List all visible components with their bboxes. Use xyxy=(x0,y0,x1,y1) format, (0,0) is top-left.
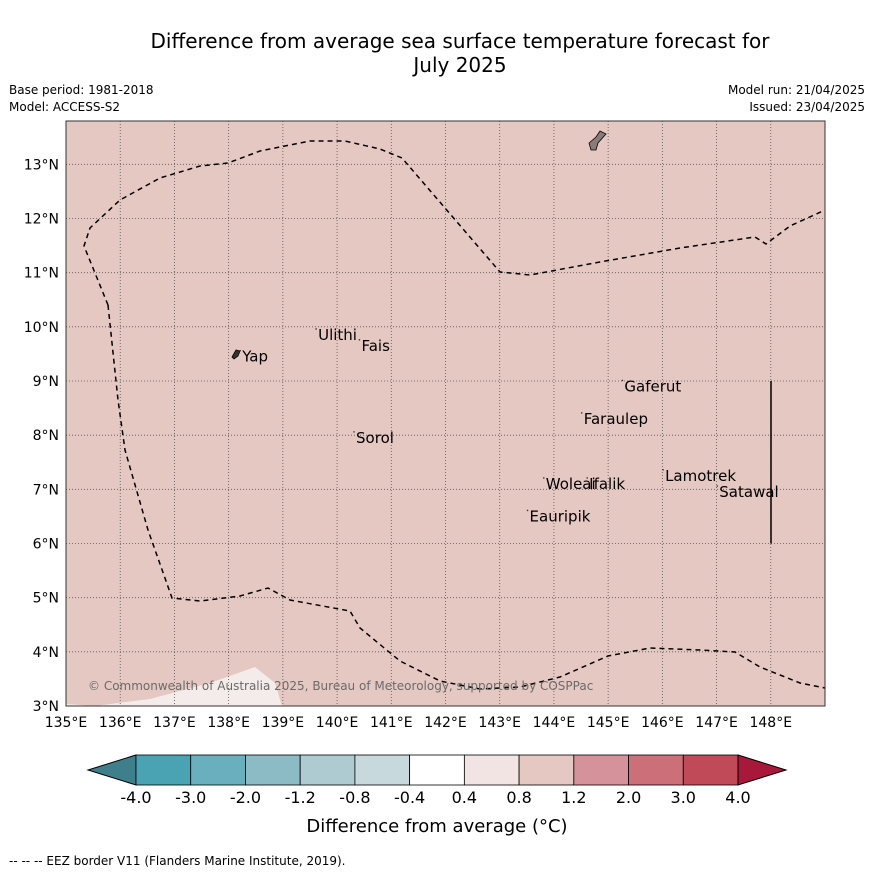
eez-footnote: -- -- -- EEZ border V11 (Flanders Marine… xyxy=(9,854,346,868)
model-run: Model run: 21/04/2025 xyxy=(727,83,865,97)
map-title-line1: Difference from average sea surface temp… xyxy=(150,29,770,53)
lon-tick-label: 138°E xyxy=(207,715,250,731)
lat-tick-label: 3°N xyxy=(33,699,59,715)
lat-tick-label: 13°N xyxy=(24,157,59,173)
colorbar-tick-label: 3.0 xyxy=(671,788,696,807)
colorbar-tick-label: -4.0 xyxy=(120,788,151,807)
atoll-marker xyxy=(315,328,317,330)
guam-island xyxy=(588,130,607,151)
lon-tick-label: 144°E xyxy=(533,715,576,731)
eez-border-north xyxy=(83,140,826,306)
lat-tick-label: 11°N xyxy=(24,266,59,282)
colorbar-bin xyxy=(190,754,246,786)
atoll-marker xyxy=(662,468,664,471)
place-label-gaferut: Gaferut xyxy=(624,377,681,395)
colorbar-bin xyxy=(573,754,629,786)
lon-tick-label: 148°E xyxy=(749,715,792,731)
atoll-marker xyxy=(239,349,241,352)
lat-tick-label: 4°N xyxy=(33,645,59,661)
colorbar-bin xyxy=(518,754,575,786)
place-label-woleai: Woleai xyxy=(546,475,596,493)
colorbar-tick-label: -2.0 xyxy=(230,788,261,807)
lon-tick-label: 139°E xyxy=(262,715,305,731)
lat-tick-label: 10°N xyxy=(24,320,59,336)
colorbar-bin xyxy=(354,754,411,786)
colorbar-tick-label: -0.8 xyxy=(339,788,370,807)
lon-tick-label: 145°E xyxy=(587,715,630,731)
colorbar-tick-label: 2.0 xyxy=(616,788,641,807)
map-frame xyxy=(65,120,826,707)
colorbar-bin xyxy=(682,754,739,786)
lon-tick-label: 135°E xyxy=(45,715,88,731)
atoll-marker xyxy=(621,379,624,382)
colorbar-tick-label: 0.8 xyxy=(506,788,531,807)
atoll-marker xyxy=(580,412,583,414)
colorbar-extend-low xyxy=(86,754,137,786)
lon-tick-label: 136°E xyxy=(99,715,142,731)
issued-date: Issued: 23/04/2025 xyxy=(749,100,865,114)
atoll-marker xyxy=(542,477,545,479)
place-label-faraulep: Faraulep xyxy=(584,410,648,428)
place-label-sorol: Sorol xyxy=(356,429,394,447)
atoll-marker xyxy=(586,477,588,479)
place-label-yap: Yap xyxy=(241,348,268,366)
lat-tick-label: 12°N xyxy=(24,212,59,228)
lon-tick-label: 143°E xyxy=(478,715,521,731)
lon-tick-label: 142°E xyxy=(424,715,467,731)
lon-tick-label: 146°E xyxy=(641,715,684,731)
model-name: Model: ACCESS-S2 xyxy=(9,100,121,114)
place-label-satawal: Satawal xyxy=(719,483,778,501)
lon-tick-label: 137°E xyxy=(153,715,196,731)
colorbar-title: Difference from average (°C) xyxy=(306,816,567,837)
atoll-marker xyxy=(358,338,361,341)
lat-tick-label: 6°N xyxy=(33,537,59,553)
colorbar-bin xyxy=(299,754,356,786)
colorbar-bin xyxy=(628,754,684,786)
low-anomaly-region xyxy=(66,667,282,706)
place-label-ifalik: Ifalik xyxy=(589,475,625,493)
colorbar-tick-label: 0.4 xyxy=(452,788,477,807)
lat-tick-label: 5°N xyxy=(33,591,59,607)
atoll-marker xyxy=(526,509,529,512)
colorbar-bin xyxy=(135,754,192,786)
lat-tick-label: 8°N xyxy=(33,428,59,444)
colorbar-tick-label: -0.4 xyxy=(394,788,425,807)
atoll-marker xyxy=(353,431,355,433)
place-label-lamotrek: Lamotrek xyxy=(665,467,736,485)
colorbar-tick-label: 4.0 xyxy=(725,788,750,807)
colorbar-bin xyxy=(245,754,301,786)
base-period: Base period: 1981-2018 xyxy=(9,83,154,97)
colorbar-bin xyxy=(463,754,520,786)
place-label-eauripik: Eauripik xyxy=(530,507,591,525)
colorbar-tick-label: -3.0 xyxy=(175,788,206,807)
colorbar-tick-label: -1.2 xyxy=(285,788,316,807)
colorbar-tick-label: 1.2 xyxy=(561,788,586,807)
colorbar-extend-high xyxy=(737,754,788,786)
yap-island xyxy=(231,349,241,360)
copyright-notice: © Commonwealth of Australia 2025, Bureau… xyxy=(88,679,593,693)
lat-tick-label: 7°N xyxy=(33,482,59,498)
atoll-marker xyxy=(716,485,719,487)
lon-tick-label: 147°E xyxy=(695,715,738,731)
place-label-ulithi: Ulithi xyxy=(318,326,357,344)
lon-tick-label: 140°E xyxy=(316,715,359,731)
colorbar-bin xyxy=(409,754,465,786)
lon-tick-label: 141°E xyxy=(370,715,413,731)
map-title-line2: July 2025 xyxy=(413,53,507,77)
place-label-fais: Fais xyxy=(361,337,390,355)
lat-tick-label: 9°N xyxy=(33,374,59,390)
colorbar: -4.0 -3.0 -2.0 -1.2 -0.8 -0.4 0.4 0.8 1.2 2.0 3.0 4… xyxy=(86,754,788,837)
